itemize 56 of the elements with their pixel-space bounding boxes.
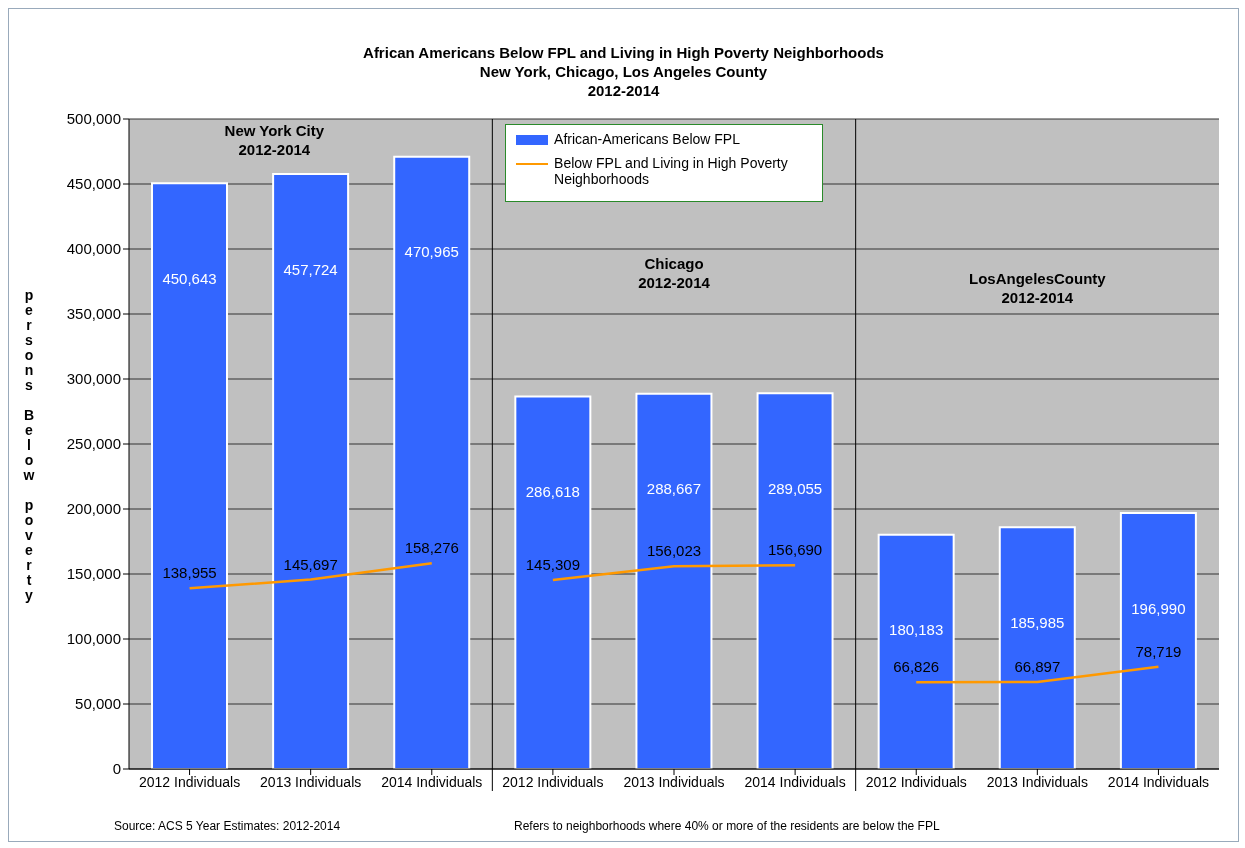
bar <box>756 392 834 769</box>
annotation: Chicago 2012-2014 <box>637 254 711 292</box>
data-label: 158,276 <box>404 539 459 557</box>
data-label: 138,955 <box>162 564 217 582</box>
bar <box>393 155 471 769</box>
y-tick-label: 150,000 <box>66 565 121 583</box>
x-tick-label: 2014 Individuals <box>381 773 483 790</box>
x-tick-label: 2013 Individuals <box>623 773 725 790</box>
bar <box>998 526 1076 769</box>
y-tick-label: 0 <box>112 760 121 778</box>
y-tick-label: 250,000 <box>66 435 121 453</box>
data-label: 470,965 <box>404 243 459 261</box>
data-label: 145,697 <box>283 555 338 573</box>
annotation: LosAngelesCounty 2012-2014 <box>968 269 1107 307</box>
data-label: 457,724 <box>283 260 338 278</box>
bar <box>151 182 228 769</box>
y-axis-title: persons Below poverty <box>21 286 37 602</box>
x-tick-label: 2012 Individuals <box>865 773 967 790</box>
source-note: Source: ACS 5 Year Estimates: 2012-2014 <box>114 819 341 833</box>
bar <box>877 533 955 769</box>
x-tick-label: 2014 Individuals <box>1107 773 1210 790</box>
text: Refers to neighborhoods where 40% or more of the residents are below the FPL <box>514 819 940 833</box>
x-tick-label: 2014 Individuals <box>744 773 846 790</box>
data-label: 196,990 <box>1131 599 1186 617</box>
data-label: 289,055 <box>767 479 823 497</box>
y-tick-label: 300,000 <box>66 370 121 388</box>
data-label: 145,309 <box>525 556 581 574</box>
bar <box>272 172 350 769</box>
x-tick-label: 2013 Individuals <box>986 773 1088 790</box>
data-label: 450,643 <box>162 269 217 287</box>
y-tick-label: 350,000 <box>66 305 121 323</box>
data-label: 156,023 <box>646 542 702 560</box>
data-label: 66,826 <box>893 658 940 676</box>
data-label: 66,897 <box>1014 658 1061 676</box>
y-tick-label: 200,000 <box>66 500 121 518</box>
x-tick-label: 2012 Individuals <box>138 773 241 790</box>
y-tick-label: 400,000 <box>66 240 121 258</box>
y-tick-label: 100,000 <box>66 630 121 648</box>
x-tick-label: 2012 Individuals <box>502 773 604 790</box>
y-tick-label: 500,000 <box>66 110 121 128</box>
data-label: 180,183 <box>889 621 944 639</box>
bar <box>514 395 592 769</box>
y-tick-label: 450,000 <box>66 175 121 193</box>
data-label: 156,690 <box>767 541 823 559</box>
legend-label: Below FPL and Living in High Poverty Neighborhoods <box>554 155 789 187</box>
chart-title: African Americans Below FPL and Living in High Poverty Neighborhoods New York, Chicago, Los Angeles County 2012-2014 <box>362 43 885 101</box>
data-label: 288,667 <box>646 480 702 498</box>
legend-label: African-Americans Below FPL <box>554 131 740 147</box>
x-tick-label: 2013 Individuals <box>260 773 362 790</box>
annotation: New York City 2012-2014 <box>223 121 326 159</box>
bar <box>635 392 713 769</box>
bar <box>1119 511 1197 769</box>
y-tick-label: 50,000 <box>75 695 121 713</box>
data-label: 78,719 <box>1135 642 1182 660</box>
data-label: 286,618 <box>525 483 580 501</box>
data-label: 185,985 <box>1010 613 1065 631</box>
